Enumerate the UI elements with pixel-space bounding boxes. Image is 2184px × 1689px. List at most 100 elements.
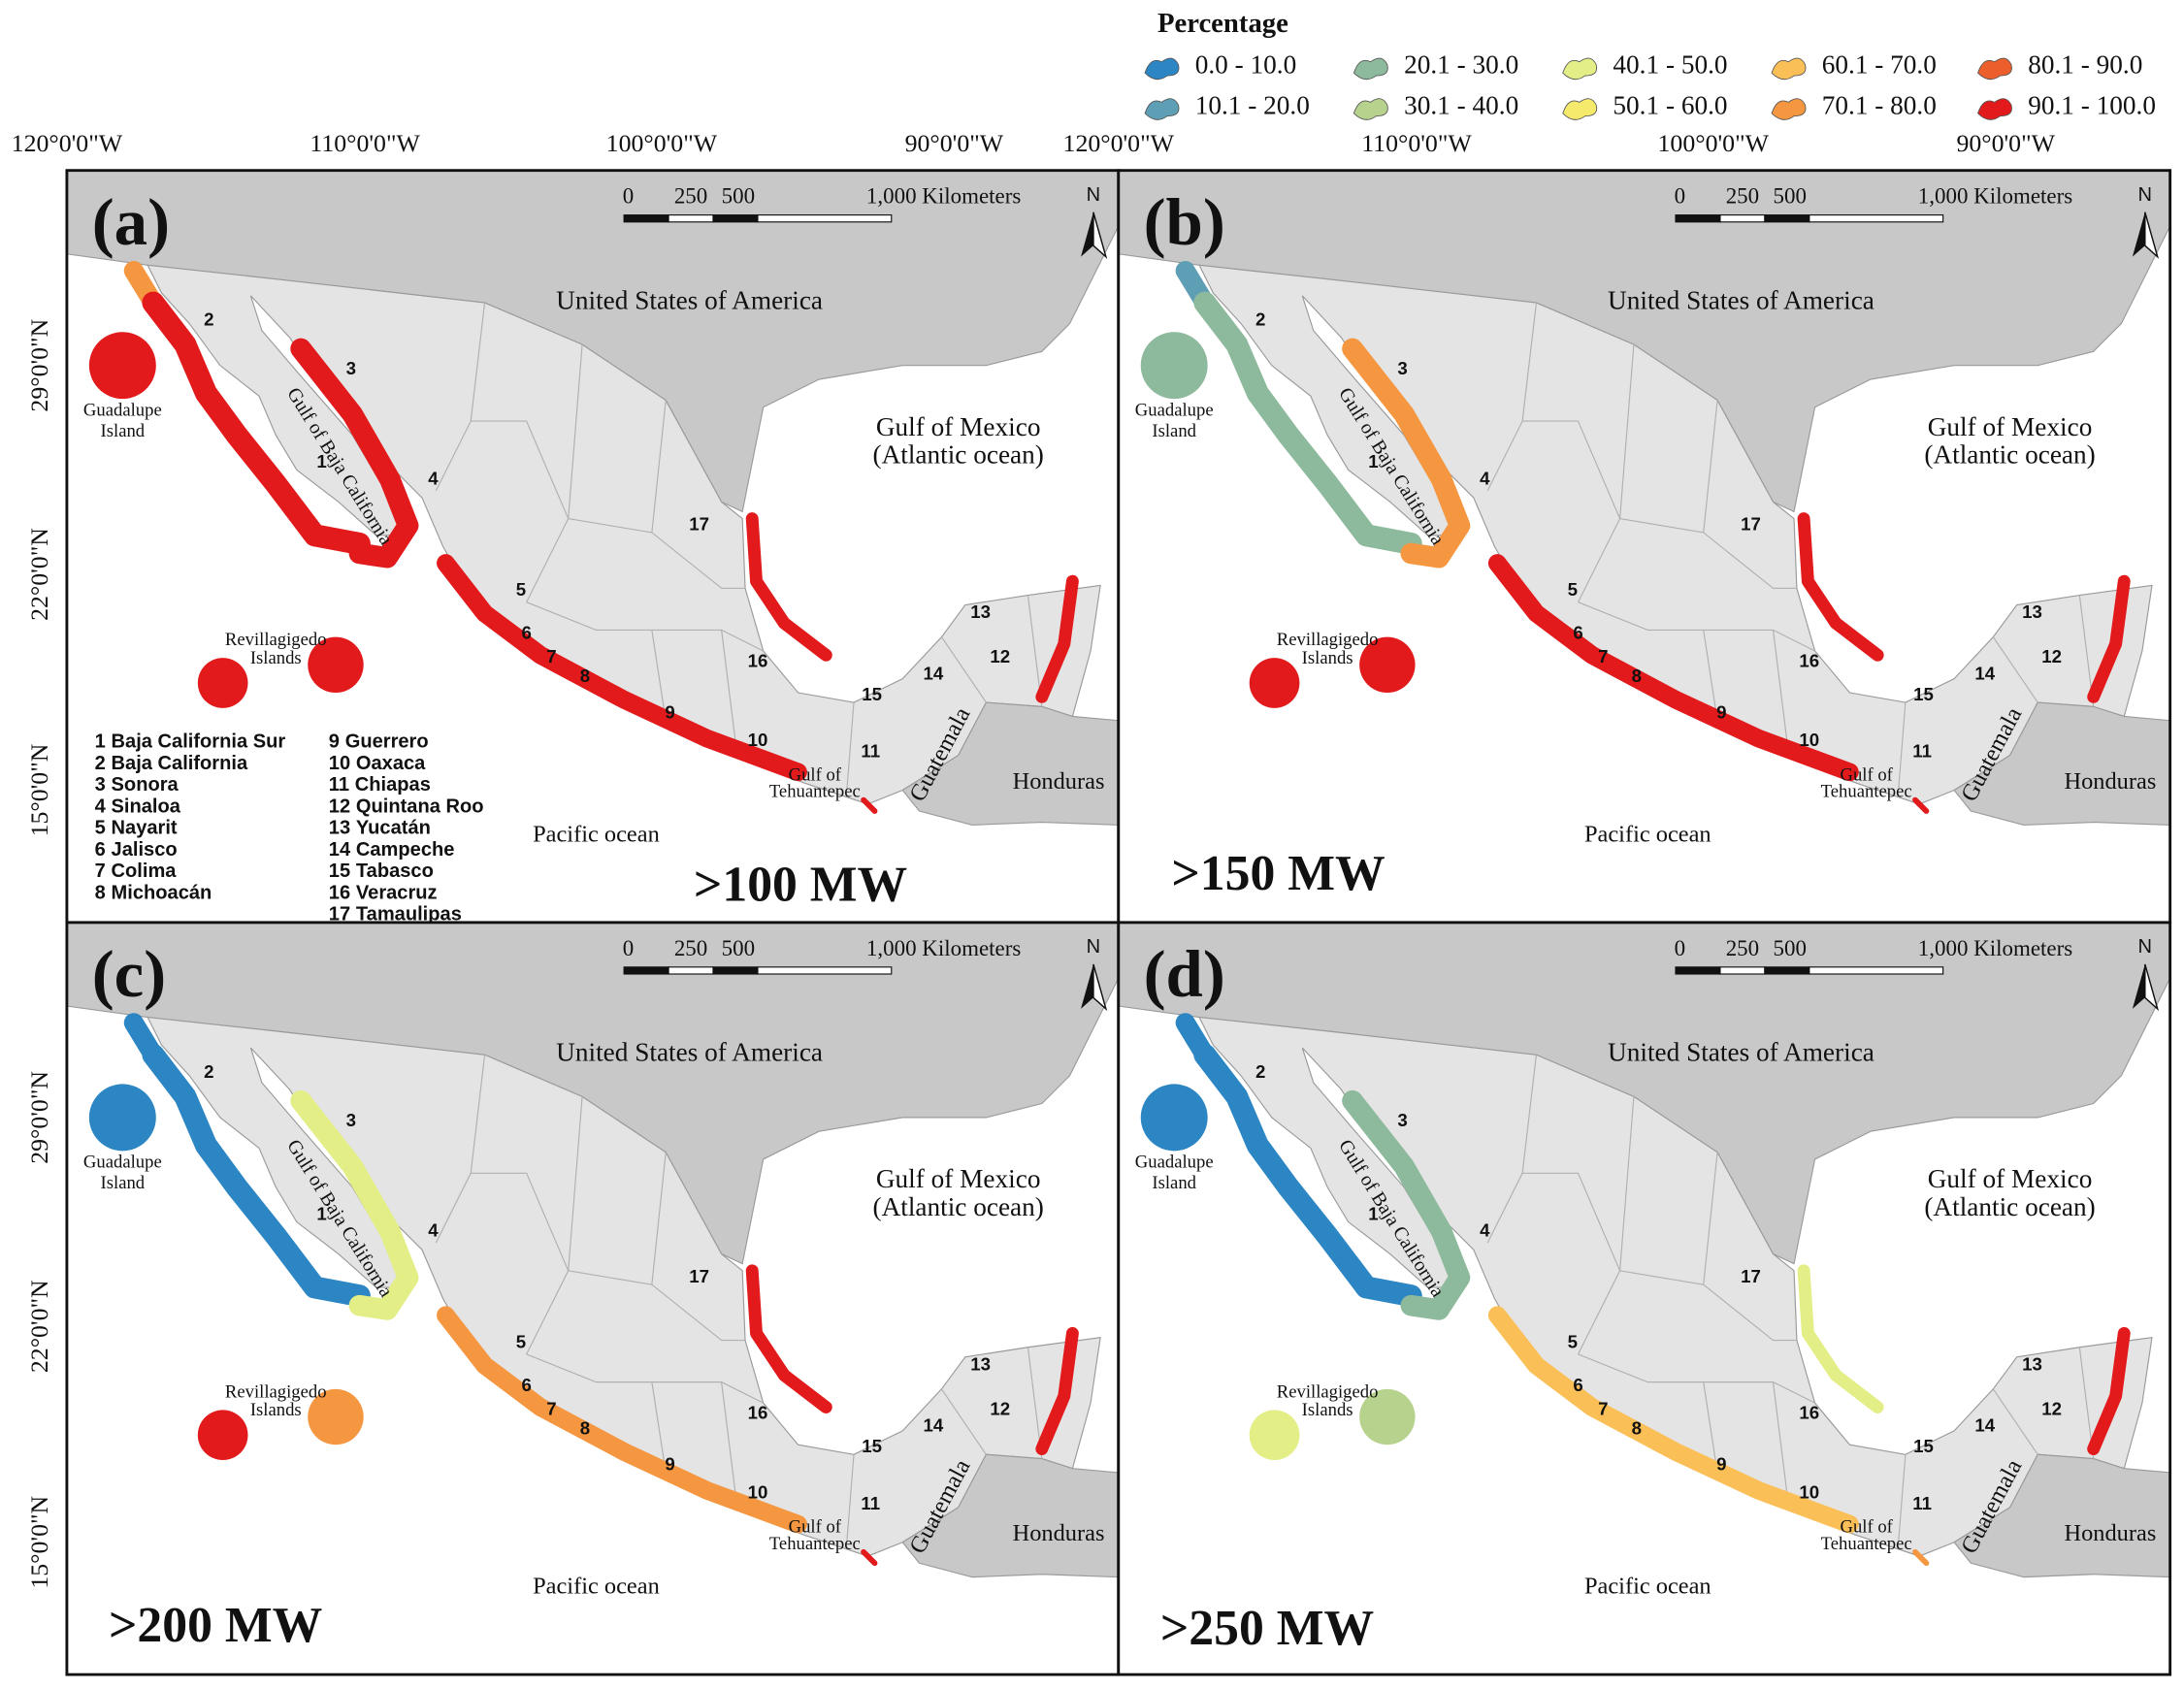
island-label: Guadalupe: [83, 400, 162, 420]
scale-label: 1,000 Kilometers: [1918, 184, 2072, 209]
coastal-zone: [1342, 338, 1471, 568]
state-number: 1: [316, 451, 326, 471]
state-border: [940, 1388, 987, 1455]
state-list-entry: 10 Oaxaca: [329, 753, 426, 774]
scale-bar: 0 250 500 1,000 Kilometers: [1675, 936, 2072, 975]
north-label: N: [1087, 936, 1101, 958]
state-list-entry: 3 Sonora: [95, 775, 179, 796]
state-number: 14: [923, 663, 943, 683]
state-number: 4: [428, 468, 439, 488]
state-list-name: Michoacán: [112, 883, 212, 904]
legend-swatch: [1562, 57, 1598, 81]
state-number: 3: [1397, 358, 1407, 378]
island-label: Guadalupe: [83, 1153, 162, 1173]
north-label: N: [2138, 936, 2153, 958]
state-number: 15: [1913, 1436, 1934, 1456]
north-label: N: [2138, 184, 2153, 206]
state-number: 5: [1568, 1331, 1578, 1351]
state-list-number: 7: [95, 861, 106, 883]
scale-label: 500: [722, 936, 755, 960]
water-label: Tehuantepec: [769, 782, 861, 802]
state-number: 12: [990, 646, 1010, 666]
island-label: Island: [1152, 1173, 1196, 1193]
water-label: Pacific ocean: [533, 821, 660, 847]
state-list-name: Campeche: [356, 839, 455, 861]
state-number: 11: [861, 1493, 880, 1513]
state-list-number: 3: [95, 775, 106, 796]
coastal-zone: [745, 1264, 832, 1413]
state-number: 6: [521, 623, 531, 643]
state-number: 16: [1799, 1403, 1819, 1423]
state-number: 4: [1480, 468, 1490, 488]
state-number: 16: [748, 650, 768, 670]
water-label: (Atlantic ocean): [872, 1192, 1043, 1221]
panel-frame: [1117, 921, 2172, 1676]
legend-label: 20.1 - 30.0: [1404, 50, 1518, 80]
state-border: [1619, 1270, 1704, 1285]
water-label: Pacific ocean: [533, 1574, 660, 1600]
island-label: Island: [1152, 421, 1196, 441]
state-list-entry: 15 Tabasco: [329, 861, 434, 883]
scale-bar: 0 250 500 1,000 Kilometers: [1675, 184, 2072, 223]
state-number: 2: [204, 309, 213, 330]
state-number: 6: [1573, 623, 1582, 643]
legend-item: 50.1 - 60.0: [1562, 90, 1728, 120]
scale-label: 250: [1726, 936, 1759, 960]
state-border: [651, 1381, 667, 1474]
state-border: [1703, 630, 1718, 721]
state-border: [1578, 601, 1815, 652]
legend-label: 50.1 - 60.0: [1613, 90, 1727, 119]
state-number: 2: [1255, 1061, 1265, 1082]
scale-segment: [1764, 966, 1810, 975]
state-list-entry: 8 Michoacán: [95, 883, 212, 904]
state-number: 10: [1799, 1481, 1819, 1502]
scale-label: 500: [1774, 936, 1807, 960]
country-label: Honduras: [2064, 1520, 2156, 1546]
state-number: 2: [204, 1061, 213, 1082]
north-arrow: [2132, 963, 2145, 1009]
north-arrow: [2144, 211, 2160, 259]
north-arrow: [2144, 963, 2160, 1012]
longitude-label: 110°0'0"W: [310, 129, 420, 157]
state-number: 8: [1632, 666, 1642, 686]
state-border: [1522, 420, 1621, 519]
map-panel: United States of America Gulf of Mexico(A…: [1117, 169, 2172, 925]
state-border: [846, 1454, 855, 1543]
state-list-name: Baja California Sur: [112, 731, 286, 753]
longitude-label: 90°0'0"W: [1956, 129, 2055, 157]
scale-segment: [712, 966, 759, 975]
water-label: (Atlantic ocean): [1924, 1192, 2095, 1221]
state-number: 6: [1573, 1375, 1582, 1395]
legend-label: 60.1 - 70.0: [1822, 50, 1937, 80]
state-list-name: Tabasco: [356, 861, 434, 883]
water-label: Gulf of Mexico: [1928, 1164, 2093, 1193]
legend-swatch: [1977, 57, 2012, 81]
island-zone: [308, 1388, 364, 1445]
state-number: 17: [1741, 514, 1761, 535]
country-label: United States of America: [1608, 285, 1874, 314]
state-border: [568, 518, 652, 534]
state-number: 10: [1799, 730, 1819, 750]
state-border: [1898, 1454, 1907, 1543]
state-list-name: Chiapas: [355, 775, 431, 796]
map-panel: United States of America Gulf of Mexico(A…: [65, 169, 1121, 926]
state-list-name: Yucatán: [356, 818, 431, 839]
island-zone: [1249, 658, 1300, 708]
north-arrow: [2132, 211, 2145, 257]
country-label: United States of America: [556, 1038, 823, 1067]
water-label: Pacific ocean: [1584, 821, 1711, 847]
coastal-zone: [1035, 1326, 1079, 1456]
state-list-number: 11: [329, 775, 349, 796]
legend-item: 40.1 - 50.0: [1562, 50, 1728, 81]
state-number: 13: [970, 601, 991, 622]
state-number: 14: [1974, 663, 1995, 683]
water-label: (Atlantic ocean): [872, 440, 1043, 470]
state-number: 15: [1913, 684, 1934, 704]
scale-label: 250: [674, 184, 707, 209]
water-label: Tehuantepec: [769, 1534, 861, 1554]
state-border: [1703, 1381, 1718, 1474]
state-number: 10: [748, 1481, 768, 1502]
legend-item: 60.1 - 70.0: [1771, 50, 1937, 81]
scale-segment: [623, 214, 669, 223]
scale-segment: [1809, 214, 1944, 223]
